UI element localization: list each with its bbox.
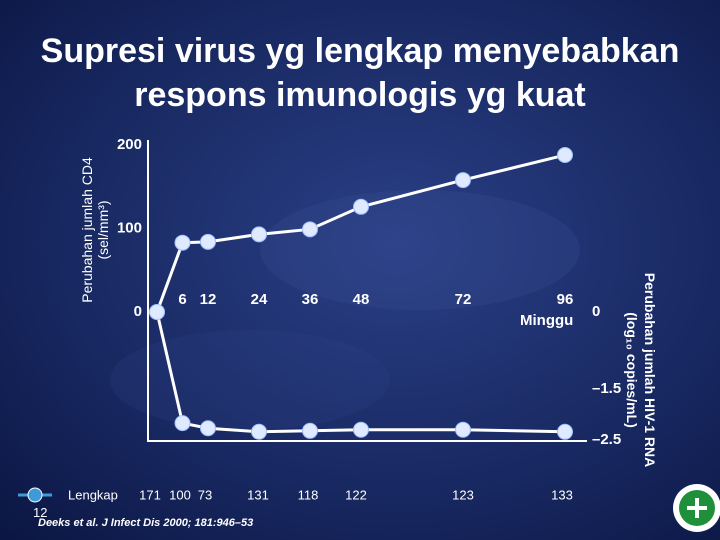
y2-label-line: (log₁₀ copies/mL) [624, 312, 640, 428]
x-tick-label: 96 [557, 291, 574, 308]
y-label-line: Perubahan jumlah CD4 [79, 157, 95, 303]
point [174, 234, 191, 251]
point [149, 304, 165, 320]
count: 123 [452, 487, 474, 502]
count: 133 [551, 487, 573, 502]
x-label: Minggu [520, 312, 573, 329]
count: 131 [247, 487, 269, 502]
page-number: 12 [33, 505, 47, 520]
point [557, 423, 573, 440]
texture [110, 330, 390, 430]
title: respons imunologis yg kuat [134, 76, 586, 114]
y-tick-label: 0 [134, 303, 142, 320]
count: 171 [139, 487, 161, 502]
y2-label: Perubahan jumlah HIV-1 RNA (log₁₀ copies… [624, 273, 658, 467]
count: 100 [169, 487, 191, 502]
x-tick-label: 36 [302, 291, 319, 308]
count: 122 [345, 487, 367, 502]
point [174, 415, 191, 432]
point [455, 421, 471, 438]
point [302, 221, 318, 238]
count: 118 [298, 487, 319, 502]
texture [260, 190, 580, 310]
point [353, 421, 369, 438]
y-label: Perubahan jumlah CD4 (sel/mm³) [79, 157, 111, 303]
y-tick-label: 100 [117, 219, 142, 236]
x-tick-label: 24 [251, 291, 268, 308]
point [200, 233, 216, 250]
y2-tick-label: –1.5 [592, 380, 621, 397]
y-tick-label: 200 [117, 136, 142, 153]
y2-label-line: Perubahan jumlah HIV-1 RNA [642, 273, 658, 467]
point [353, 198, 369, 215]
logo [673, 484, 720, 532]
point [302, 422, 318, 439]
y2-tick-label: 0 [592, 303, 600, 320]
x-tick-label: 6 [178, 291, 186, 308]
point [251, 226, 267, 243]
x-tick-label: 48 [353, 291, 370, 308]
legend-marker [27, 487, 43, 503]
point [200, 420, 216, 437]
point [251, 423, 267, 440]
y-label-line: (sel/mm³) [95, 200, 111, 259]
y2-tick-label: –2.5 [592, 431, 621, 448]
point [557, 147, 573, 164]
x-tick-label: 12 [200, 291, 217, 308]
point [455, 172, 471, 189]
citation: Deeks et al. J Infect Dis 2000; 181:946–… [38, 517, 253, 529]
count: 73 [198, 487, 212, 502]
x-tick-label: 72 [455, 291, 472, 308]
legend-label: Lengkap [68, 487, 118, 502]
title: Supresi virus yg lengkap menyebabkan [41, 32, 680, 70]
